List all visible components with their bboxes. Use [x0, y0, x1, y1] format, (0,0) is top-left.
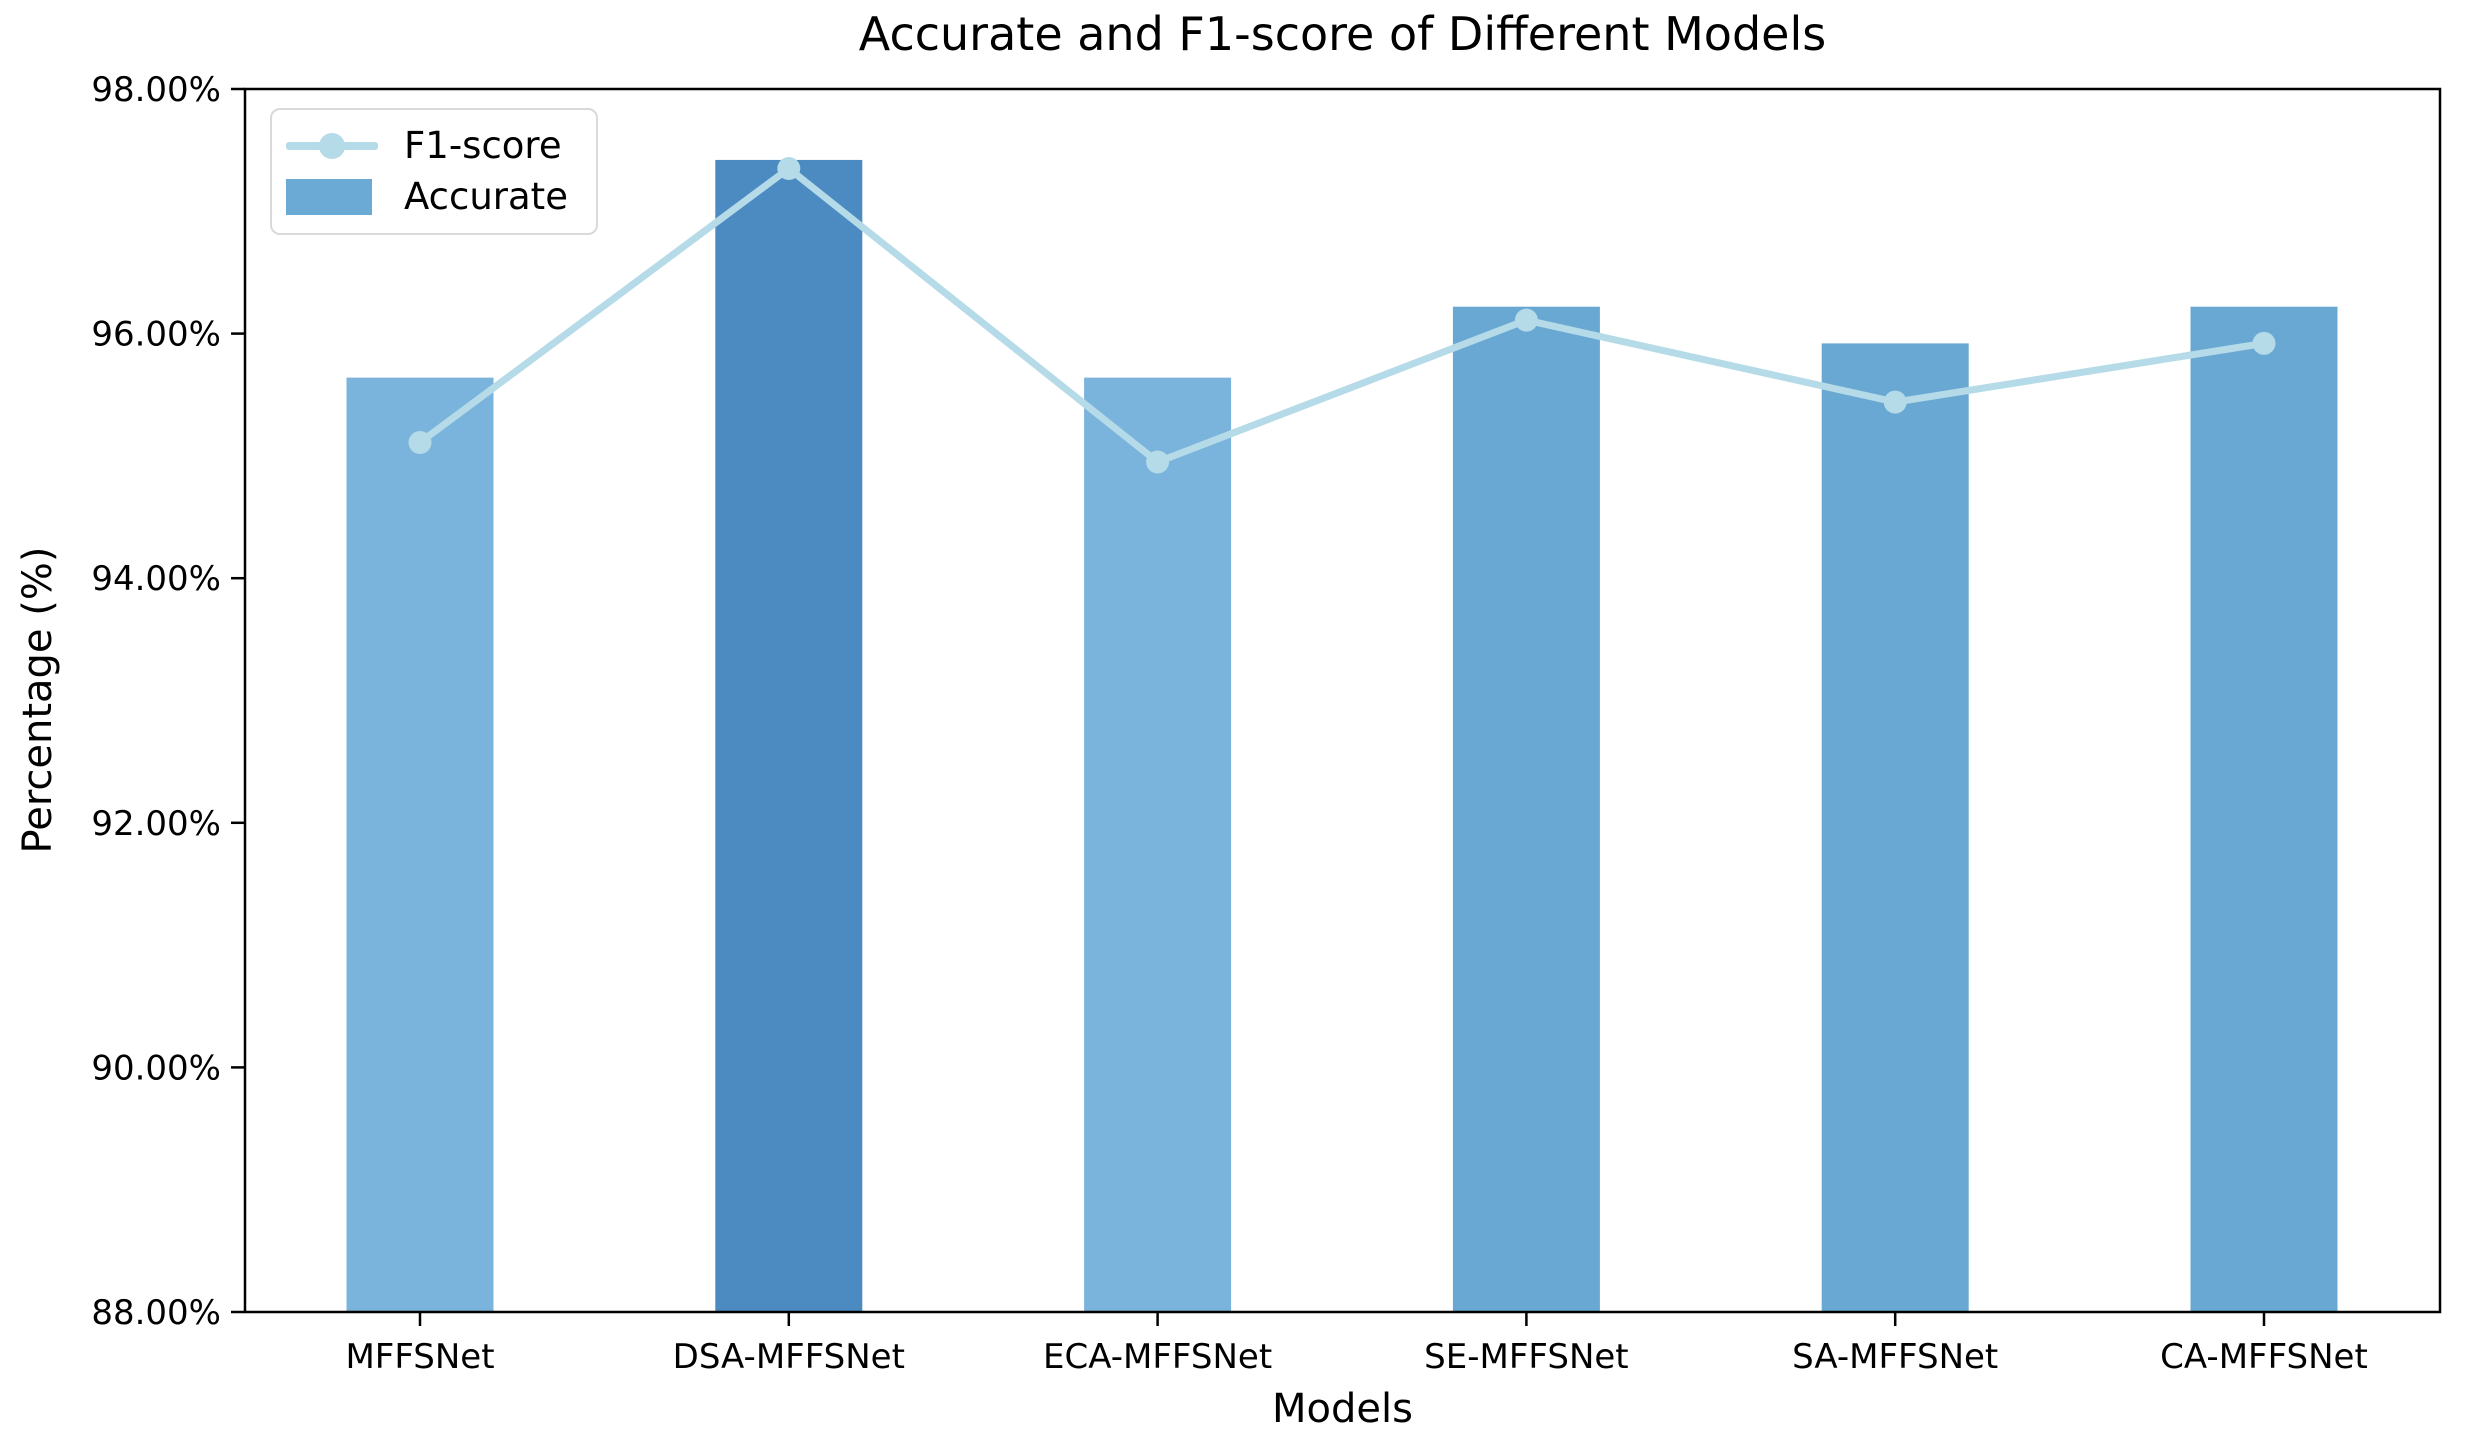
x-ticklabel-ECA-MFFSNet: ECA-MFFSNet	[1043, 1337, 1272, 1377]
f1-line-swatch-icon	[286, 132, 378, 159]
x-ticklabel-SA-MFFSNet: SA-MFFSNet	[1792, 1337, 1998, 1377]
legend-entry-f1: F1-score	[286, 124, 582, 168]
y-ticklabel-90: 90.00%	[91, 1048, 221, 1088]
y-ticklabel-94: 94.00%	[91, 559, 221, 599]
x-ticklabel-CA-MFFSNet: CA-MFFSNet	[2160, 1337, 2368, 1377]
legend-label-accurate: Accurate	[404, 175, 568, 219]
bar-ECA-MFFSNet	[1084, 377, 1232, 1312]
x-axis-label: Models	[1272, 1386, 1413, 1432]
f1-marker-dot-icon	[319, 132, 345, 159]
bar-SE-MFFSNet	[1452, 306, 1600, 1313]
plot-border	[243, 87, 2442, 1314]
legend-swatch-f1-wrap	[286, 132, 378, 159]
y-ticklabel-98: 98.00%	[91, 70, 221, 110]
f1-marker-SA-MFFSNet	[1883, 390, 1907, 414]
legend: F1-score Accurate	[270, 108, 598, 235]
chart-title: Accurate and F1-score of Different Model…	[858, 7, 1827, 61]
x-ticklabel-SE-MFFSNet: SE-MFFSNet	[1424, 1337, 1628, 1377]
y-ticklabel-92: 92.00%	[91, 804, 221, 844]
legend-swatch-accurate-wrap	[286, 179, 378, 216]
x-ticklabel-MFFSNet: MFFSNet	[345, 1337, 494, 1377]
f1-marker-MFFSNet	[408, 430, 432, 454]
f1-marker-CA-MFFSNet	[2252, 331, 2276, 355]
f1-line	[416, 164, 2268, 467]
x-ticklabel-DSA-MFFSNet: DSA-MFFSNet	[673, 1337, 905, 1377]
y-ticklabel-96: 96.00%	[91, 315, 221, 355]
bar-MFFSNet	[346, 377, 494, 1312]
f1-marker-SE-MFFSNet	[1514, 308, 1538, 332]
bar-DSA-MFFSNet	[715, 159, 863, 1313]
accurate-patch-swatch-icon	[286, 179, 372, 216]
legend-entry-accurate: Accurate	[286, 175, 582, 219]
bar-SA-MFFSNet	[1821, 343, 1969, 1312]
legend-label-f1: F1-score	[404, 123, 562, 167]
y-ticklabel-88: 88.00%	[91, 1293, 221, 1333]
bar-CA-MFFSNet	[2190, 306, 2338, 1313]
f1-marker-ECA-MFFSNet	[1146, 450, 1170, 474]
f1-marker-DSA-MFFSNet	[777, 156, 801, 180]
